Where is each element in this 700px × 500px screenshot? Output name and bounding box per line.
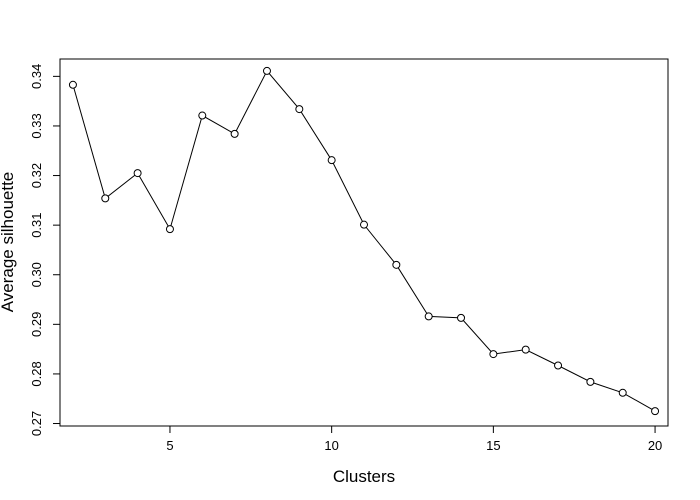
y-tick-label: 0.34 <box>29 64 44 89</box>
y-tick-label: 0.27 <box>29 411 44 436</box>
data-point <box>521 345 530 354</box>
y-tick-label: 0.33 <box>29 113 44 138</box>
series-line <box>72 70 656 412</box>
y-axis-title: Average silhouette <box>0 172 17 313</box>
data-point <box>262 66 271 75</box>
y-tick-label: 0.29 <box>29 312 44 337</box>
data-point <box>424 312 433 321</box>
x-tick-label: 10 <box>324 438 338 453</box>
data-point <box>360 220 368 229</box>
data-point <box>392 260 401 269</box>
data-point <box>165 225 174 234</box>
data-point <box>618 388 627 397</box>
data-point <box>230 129 239 138</box>
data-point <box>133 169 142 178</box>
x-tick-label: 15 <box>486 438 500 453</box>
y-tick-label: 0.30 <box>29 262 44 287</box>
y-tick-label: 0.32 <box>29 163 44 188</box>
data-point <box>651 407 660 416</box>
data-point <box>489 350 498 359</box>
x-tick-label: 20 <box>648 438 662 453</box>
x-tick-label: 5 <box>166 438 173 453</box>
data-point <box>295 105 304 114</box>
data-point <box>101 194 110 203</box>
data-point <box>586 377 595 386</box>
plot-frame <box>59 58 669 427</box>
x-axis: 5 10 15 20 <box>166 426 662 453</box>
y-axis: 0.27 0.28 0.29 0.30 0.31 0.32 0.33 0.34 <box>29 64 60 436</box>
data-point <box>457 313 466 322</box>
y-tick-label: 0.31 <box>29 212 44 237</box>
data-point <box>68 80 77 89</box>
x-axis-title: Clusters <box>333 467 395 486</box>
data-point <box>554 361 563 370</box>
data-point <box>198 111 207 120</box>
y-tick-label: 0.28 <box>29 361 44 386</box>
data-points <box>68 66 660 416</box>
data-point <box>327 156 336 165</box>
